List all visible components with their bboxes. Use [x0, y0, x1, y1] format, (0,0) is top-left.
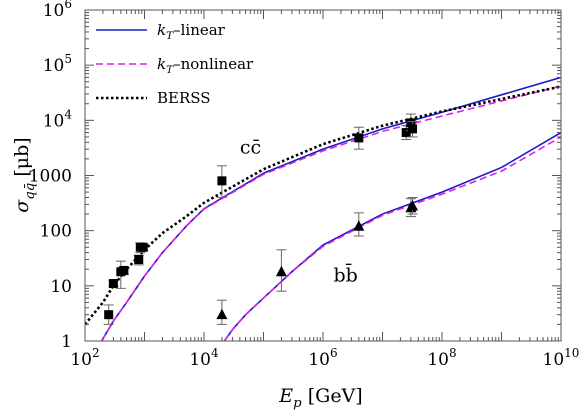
- x-tick-label: 106: [308, 346, 337, 370]
- series-line-charm-dashed: [100, 85, 561, 341]
- triangle-marker: [353, 220, 365, 231]
- square-marker: [401, 128, 411, 138]
- data-point-charm: [407, 121, 418, 138]
- x-tick-label: 102: [70, 346, 99, 370]
- x-tick-label: 108: [427, 346, 456, 370]
- square-marker: [108, 279, 118, 289]
- data-point-charm: [216, 165, 227, 198]
- data-point-bottom: [275, 249, 287, 292]
- data-point-charm: [108, 279, 119, 289]
- legend-entry: BERSS: [96, 89, 211, 107]
- y-axis-label: σqq̄ [μb]: [11, 137, 38, 212]
- square-marker: [104, 310, 114, 320]
- square-marker: [134, 255, 144, 265]
- triangle-marker: [275, 265, 287, 277]
- series-line-bottom-dashed: [223, 136, 561, 341]
- x-axis-label: Ep [GeV]: [278, 385, 362, 411]
- square-marker: [408, 124, 418, 134]
- triangle-marker: [216, 308, 228, 320]
- y-tick-label: 10: [50, 277, 72, 297]
- square-marker: [406, 118, 416, 128]
- y-tick-label: 106: [43, 0, 72, 21]
- x-tick-label: 104: [189, 346, 219, 370]
- legend-label: kT–linear: [157, 21, 226, 42]
- square-marker: [354, 133, 364, 143]
- curve-annotation: bb̄: [333, 262, 357, 286]
- y-tick-label: 1000: [29, 167, 72, 187]
- y-tick-label: 1: [61, 332, 72, 352]
- legend-entry: kT–linear: [96, 21, 226, 42]
- data-point-charm: [138, 242, 149, 252]
- curve-annotation: cc̄: [240, 137, 261, 159]
- data-point-charm: [103, 304, 114, 325]
- x-tick-label: 1010: [543, 346, 580, 370]
- data-point-bottom: [353, 212, 365, 237]
- y-tick-label: 105: [43, 52, 72, 76]
- square-marker: [217, 176, 227, 186]
- square-marker: [119, 265, 129, 275]
- data-point-bottom: [216, 299, 228, 325]
- legend-label: BERSS: [157, 89, 211, 107]
- legend: kT–linear kT–nonlinear BERSS: [96, 21, 254, 107]
- legend-label: kT–nonlinear: [157, 55, 254, 76]
- square-marker: [138, 242, 148, 252]
- data-point-charm: [133, 254, 144, 266]
- y-tick-label: 104: [43, 107, 73, 131]
- data-point-charm: [118, 265, 129, 276]
- series-line-charm-solid: [100, 76, 561, 341]
- triangle-marker: [407, 199, 419, 211]
- series-line-charm-dotted: [85, 85, 561, 326]
- data-point-bottom: [407, 196, 419, 215]
- y-tick-label: 100: [40, 222, 72, 242]
- data-point-charm: [353, 126, 364, 150]
- legend-entry: kT–nonlinear: [96, 55, 254, 76]
